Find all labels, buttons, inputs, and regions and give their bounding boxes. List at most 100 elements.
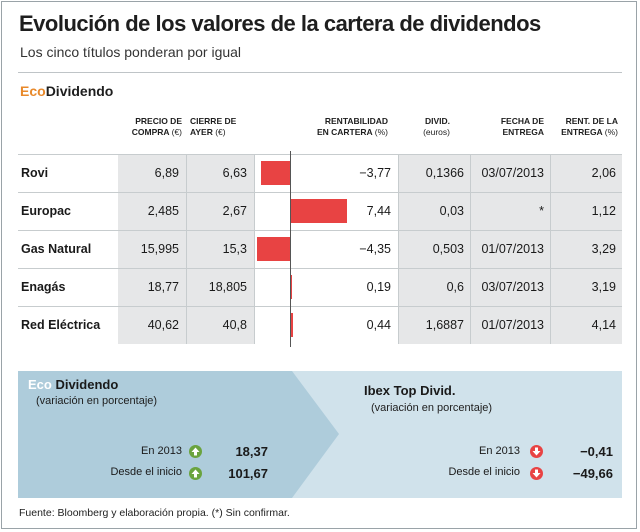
arrow-down-icon bbox=[530, 467, 543, 480]
row-rentent: 3,19 bbox=[591, 280, 616, 294]
col-header-cierre-l1: CIERRE DE bbox=[190, 116, 237, 126]
row-divid: 1,6887 bbox=[425, 318, 464, 332]
rentabilidad-bar bbox=[290, 275, 292, 299]
col-header-divid-l1: DIVID. bbox=[424, 116, 450, 126]
panel-ecodividendo bbox=[18, 371, 355, 498]
col-header-rentent: RENT. DE LA ENTREGA (%) bbox=[552, 116, 618, 138]
row-cierre: 18,805 bbox=[208, 280, 247, 294]
panel-left-sub: (variación en porcentaje) bbox=[36, 395, 158, 407]
col-header-rentent-l2-text: ENTREGA bbox=[561, 127, 603, 137]
row-fecha: 03/07/2013 bbox=[481, 166, 544, 180]
col-header-cierre-l2-text: AYER bbox=[190, 127, 213, 137]
panel-right-sub: (variación en porcentaje) bbox=[371, 402, 493, 414]
col-header-precio-l2-text: COMPRA bbox=[131, 127, 170, 137]
col-divider bbox=[254, 193, 255, 230]
row-divid: 0,503 bbox=[432, 242, 464, 256]
panel-left-value-2013: 18,37 bbox=[235, 444, 268, 459]
brand-eco: Eco bbox=[20, 83, 46, 99]
col-header-fecha: FECHA DE ENTREGA bbox=[472, 116, 544, 138]
col-header-rentent-unit: (%) bbox=[604, 127, 618, 137]
col-header-rent-l2: EN CARTERA (%) bbox=[302, 127, 388, 138]
col-divider bbox=[398, 155, 399, 192]
row-precio: 40,62 bbox=[147, 318, 179, 332]
col-divider bbox=[186, 193, 187, 230]
col-header-rentent-l2: ENTREGA (%) bbox=[552, 127, 618, 138]
col-divider bbox=[550, 193, 551, 230]
page-subtitle: Los cinco títulos ponderan por igual bbox=[20, 44, 242, 60]
table-row: Red Eléctrica 40,62 40,8 0,44 1,6887 01/07/20… bbox=[18, 306, 622, 344]
arrow-up-icon bbox=[189, 445, 202, 458]
row-fecha: * bbox=[539, 204, 544, 218]
brand-dividendo: Dividendo bbox=[45, 83, 114, 99]
row-cierre: 6,63 bbox=[222, 166, 247, 180]
col-divider bbox=[254, 269, 255, 306]
row-rentent: 4,14 bbox=[591, 318, 616, 332]
row-name: Red Eléctrica bbox=[21, 318, 101, 332]
col-divider bbox=[550, 231, 551, 268]
col-divider bbox=[186, 155, 187, 192]
row-rentent: 3,29 bbox=[591, 242, 616, 256]
row-rent-label: 0,19 bbox=[366, 280, 391, 294]
rentabilidad-bar bbox=[290, 313, 294, 337]
col-divider bbox=[398, 231, 399, 268]
col-divider bbox=[470, 307, 471, 344]
col-header-rent-unit: (%) bbox=[374, 127, 388, 137]
table-row: Gas Natural 15,995 15,3 −4,35 0,503 01/07/201… bbox=[18, 230, 622, 268]
arrow-up-icon bbox=[189, 467, 202, 480]
table-row: Rovi 6,89 6,63 −3,77 0,1366 03/07/2013 2,06 bbox=[18, 154, 622, 192]
row-name: Europac bbox=[21, 204, 72, 218]
panel-left-title-eco: Eco bbox=[28, 377, 52, 392]
col-header-rentent-l1: RENT. DE LA bbox=[565, 116, 618, 126]
row-rent-label: −3,77 bbox=[359, 166, 391, 180]
cell-shade bbox=[398, 269, 622, 306]
col-header-rent-l1: RENTABILIDAD bbox=[324, 116, 388, 126]
panel-left-value-inicio: 101,67 bbox=[228, 466, 268, 481]
col-divider bbox=[186, 269, 187, 306]
panel-right-bg bbox=[292, 371, 622, 498]
col-divider bbox=[398, 193, 399, 230]
col-divider bbox=[470, 155, 471, 192]
page-title: Evolución de los valores de la cartera d… bbox=[19, 11, 541, 36]
row-name: Enagás bbox=[21, 280, 66, 294]
cell-shade bbox=[398, 155, 622, 192]
col-divider bbox=[550, 307, 551, 344]
rentabilidad-bar bbox=[260, 161, 290, 185]
col-header-precio-l2: COMPRA (€) bbox=[118, 127, 182, 138]
panel-left-label-2013: En 2013 bbox=[141, 445, 182, 457]
dividend-table: Rovi 6,89 6,63 −3,77 0,1366 03/07/2013 2,06 Eur… bbox=[18, 151, 622, 347]
panel-right-label-inicio: Desde el inicio bbox=[448, 466, 520, 478]
row-name: Rovi bbox=[21, 166, 49, 180]
col-divider bbox=[398, 269, 399, 306]
col-divider bbox=[470, 193, 471, 230]
col-header-rent: RENTABILIDAD EN CARTERA (%) bbox=[302, 116, 388, 138]
row-cierre: 15,3 bbox=[222, 242, 247, 256]
cell-shade bbox=[398, 193, 622, 230]
col-divider bbox=[398, 307, 399, 344]
row-rent-label: 7,44 bbox=[366, 204, 391, 218]
panel-right-title: Ibex Top Divid. bbox=[364, 383, 456, 398]
row-cierre: 2,67 bbox=[222, 204, 247, 218]
cell-shade bbox=[398, 307, 622, 344]
col-divider bbox=[470, 269, 471, 306]
col-header-precio: PRECIO DE COMPRA (€) bbox=[118, 116, 182, 138]
row-name: Gas Natural bbox=[21, 242, 92, 256]
panel-left-title: Eco Dividendo bbox=[28, 377, 118, 392]
row-rentent: 2,06 bbox=[591, 166, 616, 180]
zero-axis-line bbox=[290, 151, 291, 347]
panel-left-bg bbox=[18, 371, 355, 498]
panel-ibex bbox=[292, 371, 622, 498]
divider bbox=[18, 72, 622, 73]
col-header-divid-unit: (euros) bbox=[423, 127, 450, 137]
col-header-fecha-l2: ENTREGA bbox=[502, 127, 544, 137]
brand-label: EcoDividendo bbox=[20, 83, 113, 99]
row-precio: 18,77 bbox=[147, 280, 179, 294]
panel-left-label-inicio: Desde el inicio bbox=[110, 466, 182, 478]
col-divider bbox=[254, 231, 255, 268]
panel-left-title-rest: Dividendo bbox=[51, 377, 119, 392]
row-divid: 0,6 bbox=[446, 280, 464, 294]
col-divider bbox=[186, 307, 187, 344]
panel-right-value-2013: −0,41 bbox=[580, 444, 613, 459]
row-precio: 2,485 bbox=[147, 204, 179, 218]
col-divider bbox=[550, 269, 551, 306]
